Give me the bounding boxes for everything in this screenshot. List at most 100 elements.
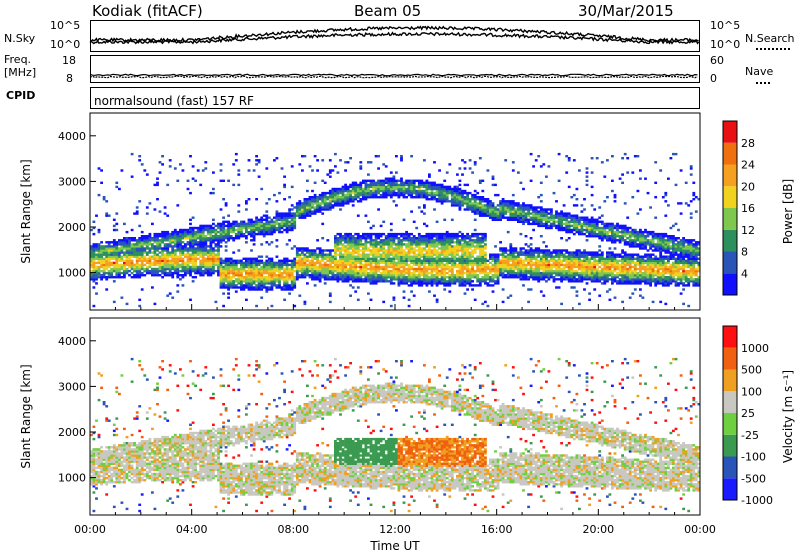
power-cell [407, 189, 411, 193]
power-cell [466, 243, 469, 246]
power-cell [369, 282, 373, 285]
power-cell [194, 257, 197, 260]
power-cell [506, 230, 510, 234]
power-cell [90, 255, 93, 258]
power-cell [395, 181, 398, 184]
power-cell [356, 193, 360, 197]
power-cell [219, 282, 223, 285]
power-cell [321, 237, 325, 240]
power-cell [392, 251, 396, 254]
power-cell [120, 271, 124, 275]
power-cell [484, 214, 487, 217]
power-cell [496, 282, 500, 285]
power-cell [255, 269, 258, 273]
power-cell [362, 243, 365, 246]
power-cell [448, 261, 452, 265]
nsky-tick-high: 10^5 [50, 19, 81, 32]
power-cell [506, 265, 510, 269]
power-cell [318, 261, 322, 265]
power-cell [301, 253, 304, 256]
power-cell [417, 179, 421, 182]
power-cell [529, 152, 533, 156]
power-cell [514, 255, 518, 258]
power-cell [501, 271, 505, 275]
power-cell [173, 235, 177, 238]
power-cell [491, 290, 495, 293]
power-cell [341, 257, 345, 260]
power-cell [369, 267, 373, 271]
power-cell [506, 200, 510, 203]
power-cell [323, 265, 327, 269]
power-cell [405, 237, 408, 240]
power-cell [184, 269, 187, 273]
power-cell [288, 239, 291, 242]
power-cell [405, 183, 408, 187]
power-cell [270, 274, 274, 277]
power-cell [359, 278, 363, 281]
power-cell [189, 155, 192, 158]
power-cell [425, 269, 429, 273]
power-cell [293, 261, 297, 265]
power-cell [491, 276, 495, 279]
power-cell [389, 263, 393, 267]
power-cell [359, 257, 363, 260]
power-cell [410, 280, 413, 283]
power-cell [295, 255, 299, 258]
power-cell [466, 255, 469, 258]
power-cell [552, 224, 556, 228]
power-cell [519, 265, 523, 269]
power-cell [555, 249, 558, 252]
power-cell [242, 288, 246, 291]
power-cell [344, 269, 347, 273]
power-cell [519, 206, 523, 209]
power-cell [290, 218, 294, 221]
power-cell [405, 235, 408, 238]
power-cell [570, 261, 574, 265]
power-cell [257, 284, 261, 287]
power-cell [417, 183, 421, 187]
power-cell [362, 251, 365, 254]
power-cell [428, 243, 431, 246]
power-cell [176, 274, 180, 277]
power-cell [278, 224, 281, 228]
power-cell [100, 257, 103, 260]
power-cell [232, 163, 236, 166]
power-cell [461, 243, 464, 246]
power-cell [95, 253, 98, 256]
power-cell [232, 251, 236, 254]
power-cell [206, 232, 210, 236]
power-cell [163, 255, 167, 258]
power-cell [417, 253, 421, 256]
power-cell [527, 276, 530, 279]
power-cell [143, 169, 147, 172]
power-cell [377, 243, 380, 246]
power-cell [369, 161, 373, 164]
power-cell [339, 267, 342, 271]
power-cell [255, 232, 258, 236]
power-cell [532, 271, 535, 275]
power-cell [425, 267, 429, 271]
power-cell [196, 249, 200, 252]
power-cell [257, 161, 261, 164]
power-cell [260, 218, 264, 221]
power-cell [448, 276, 452, 279]
power-cell [295, 204, 299, 207]
power-cell [151, 243, 154, 246]
power-cell [140, 257, 144, 260]
power-cell [120, 267, 124, 271]
power-cell [511, 276, 515, 279]
power-cell [321, 271, 325, 275]
power-cell [458, 241, 462, 244]
power-cell [151, 255, 154, 258]
power-cell [478, 200, 482, 203]
power-cell [283, 269, 286, 273]
power-cell [519, 253, 523, 256]
power-cell [224, 263, 228, 267]
power-cell [430, 245, 434, 248]
power-cell [359, 243, 363, 246]
power-cell [435, 276, 439, 279]
power-cell [179, 243, 182, 246]
power-cell [283, 271, 286, 275]
power-cell [476, 267, 480, 271]
date-title: 30/Mar/2015 [578, 2, 674, 20]
